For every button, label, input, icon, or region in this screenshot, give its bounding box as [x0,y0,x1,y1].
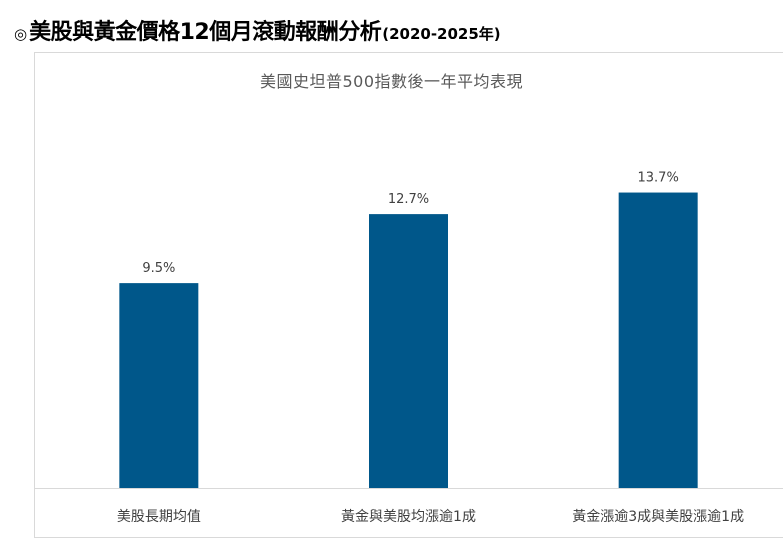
category-label-2: 黃金與美股均漲逾1成 [341,509,476,525]
bullet-icon: ◎ [14,25,28,43]
bar-3 [618,192,698,488]
bar-2 [369,214,448,488]
page-title: 美股與黃金價格12個月滾動報酬分析 [29,20,382,45]
chart-title: 美國史坦普500指數後一年平均表現 [259,72,524,91]
page-subtitle: (2020-2025年) [382,25,501,43]
data-label-2: 12.7% [388,192,429,207]
page-heading: ◎ 美股與黃金價格12個月滾動報酬分析 (2020-2025年) [14,14,501,50]
category-label-1: 美股長期均值 [117,509,201,525]
chart-frame [34,52,783,538]
data-label-3: 13.7% [638,171,679,186]
bar-1 [119,283,199,488]
data-label-1: 9.5% [142,261,175,276]
category-label-3: 黃金漲逾3成與美股漲逾1成 [572,509,744,525]
